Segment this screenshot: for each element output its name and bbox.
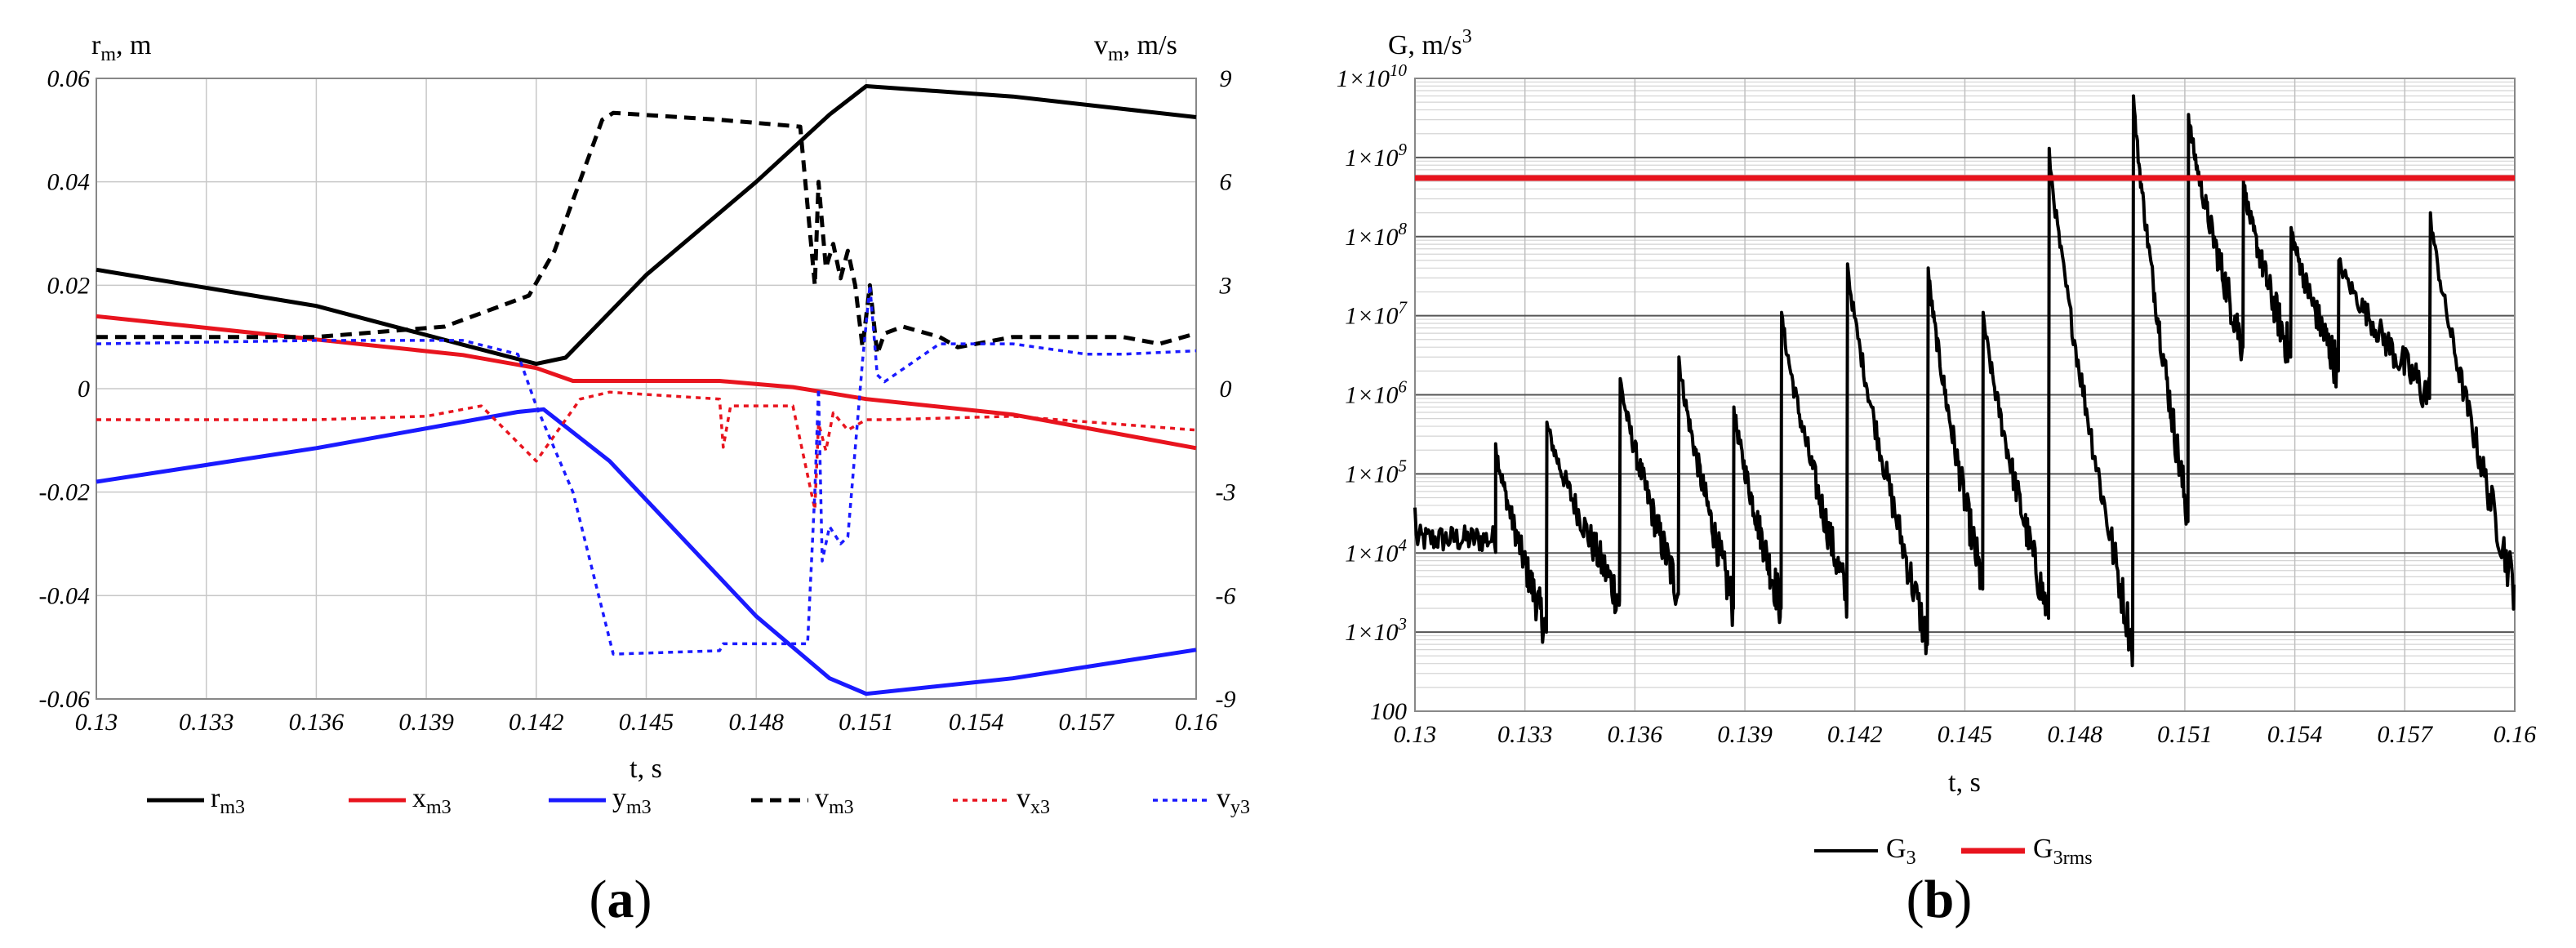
chart-a-y-right-tick-label: 3 — [1219, 272, 1232, 299]
chart-a-y-left-tick-label: 0.06 — [47, 65, 91, 92]
chart-b-x-tick-label: 0.139 — [1717, 721, 1773, 748]
chart-a-panel-label: (a) — [589, 870, 652, 929]
chart-a-x-tick-label: 0.16 — [1175, 709, 1218, 736]
chart-b: 0.13 0.133 0.136 0.139 0.142 0.145 0.148 0.151 0… — [1337, 26, 2537, 929]
chart-a-x-tick-label: 0.145 — [619, 709, 674, 736]
chart-a-x-tick-label: 0.139 — [398, 709, 454, 736]
chart-b-panel-label: (b) — [1906, 870, 1973, 929]
chart-b-grid — [1414, 78, 2516, 712]
chart-a-legend-label: vm3 — [815, 783, 854, 818]
chart-a-series-vy3 — [96, 283, 1197, 656]
chart-a-plot-frame — [96, 78, 1197, 700]
chart-b-series — [1413, 94, 2516, 668]
chart-b-legend-label: G3rms — [2033, 834, 2093, 869]
chart-b-y-tick-label: 1×1010 — [1337, 60, 1408, 92]
chart-a-x-tick-label: 0.148 — [728, 709, 784, 736]
chart-a-y-left-tick-label: 0.04 — [47, 169, 91, 196]
chart-b-x-tick-label: 0.16 — [2494, 721, 2537, 748]
chart-b-x-axis-label: t, s — [1948, 768, 1981, 798]
chart-a-x-tick-label: 0.142 — [509, 709, 564, 736]
chart-b-series-G3 — [1413, 94, 2516, 668]
chart-b-x-tick-label: 0.13 — [1394, 721, 1437, 748]
chart-a-x-tick-label: 0.151 — [839, 709, 894, 736]
chart-a-legend: rm3 xm3 ym3 vm3 vx3 vy3 — [147, 783, 1250, 818]
chart-a: 0.13 0.133 0.136 0.139 0.142 0.145 0.148 0.151 0… — [39, 30, 1251, 929]
chart-a-y-left-tick-label: -0.06 — [39, 686, 91, 713]
chart-b-x-tick-label: 0.151 — [2157, 721, 2213, 748]
chart-b-y-tick-label: 1×105 — [1345, 456, 1407, 487]
chart-a-legend-label: xm3 — [412, 783, 452, 818]
chart-a-x-ticks: 0.13 0.133 0.136 0.139 0.142 0.145 0.148 0.151 0… — [75, 709, 1218, 736]
chart-a-y-right-tick-label: 9 — [1220, 65, 1232, 92]
chart-b-y-tick-label: 1×109 — [1345, 140, 1407, 171]
chart-a-x-tick-label: 0.136 — [289, 709, 345, 736]
chart-a-legend-label: rm3 — [211, 783, 245, 818]
chart-b-x-tick-label: 0.133 — [1497, 721, 1553, 748]
chart-a-y-right-tick-label: -6 — [1216, 582, 1236, 609]
chart-a-y-right-tick-label: -9 — [1216, 686, 1236, 713]
chart-a-legend-item-vx3: vx3 — [953, 783, 1050, 818]
chart-a-y-left-tick-label: -0.04 — [39, 582, 91, 609]
chart-b-plot-frame — [1414, 78, 2516, 712]
chart-b-y-tick-label: 100 — [1370, 698, 1407, 725]
chart-b-x-ticks: 0.13 0.133 0.136 0.139 0.142 0.145 0.148 0.151 0… — [1394, 721, 2537, 748]
chart-b-legend-label: G3 — [1886, 834, 1916, 869]
chart-a-legend-item-xm3: xm3 — [349, 783, 452, 818]
chart-b-x-tick-label: 0.154 — [2267, 721, 2323, 748]
chart-a-y-right-ticks: 9 6 3 0 -3 -6 -9 — [1216, 65, 1236, 713]
chart-a-y-left-tick-label: 0 — [78, 376, 90, 403]
chart-a-left-axis-label: rm, m — [91, 30, 151, 65]
chart-b-legend-item-G3rms: G3rms — [1961, 834, 2093, 869]
chart-b-y-ticks: 100 1×103 1×104 1×105 1×106 1×107 1×108 1×109 1×… — [1337, 60, 1408, 725]
chart-b-x-tick-label: 0.157 — [2378, 721, 2435, 748]
chart-a-series-vm3 — [96, 110, 1197, 357]
chart-a-y-left-tick-label: 0.02 — [47, 272, 91, 299]
chart-a-y-left-ticks: 0.06 0.04 0.02 0 -0.02 -0.04 -0.06 — [39, 65, 91, 713]
chart-a-y-right-tick-label: 6 — [1220, 169, 1232, 196]
chart-b-y-tick-label: 1×104 — [1345, 535, 1407, 567]
chart-a-legend-item-vy3: vy3 — [1153, 783, 1250, 818]
chart-a-x-tick-label: 0.133 — [179, 709, 234, 736]
chart-a-legend-label: ym3 — [612, 783, 652, 818]
chart-a-y-right-tick-label: 0 — [1220, 376, 1232, 403]
chart-a-right-axis-label: vm, m/s — [1094, 30, 1177, 65]
chart-b-legend-item-G3: G3 — [1814, 834, 1916, 869]
chart-a-y-left-tick-label: -0.02 — [39, 479, 91, 506]
chart-a-series-rm3 — [96, 84, 1197, 367]
chart-a-legend-label: vx3 — [1017, 783, 1050, 818]
chart-a-legend-item-rm3: rm3 — [147, 783, 245, 818]
chart-a-series-xm3 — [96, 314, 1197, 451]
chart-a-x-tick-label: 0.154 — [949, 709, 1004, 736]
chart-b-y-tick-label: 1×108 — [1345, 219, 1407, 251]
chart-a-x-tick-label: 0.13 — [75, 709, 118, 736]
chart-a-y-right-tick-label: -3 — [1216, 479, 1236, 506]
chart-b-x-tick-label: 0.136 — [1608, 721, 1663, 748]
chart-a-x-axis-label: t, s — [630, 754, 662, 784]
chart-b-y-tick-label: 1×106 — [1345, 377, 1407, 409]
chart-b-x-tick-label: 0.148 — [2047, 721, 2102, 748]
chart-a-legend-item-vm3: vm3 — [751, 783, 854, 818]
chart-b-y-tick-label: 1×103 — [1345, 614, 1407, 646]
chart-a-legend-item-ym3: ym3 — [549, 783, 652, 818]
chart-b-x-tick-label: 0.145 — [1938, 721, 1993, 748]
chart-a-legend-label: vy3 — [1217, 783, 1250, 818]
chart-b-y-axis-label: G, m/s3 — [1388, 26, 1472, 60]
chart-a-x-tick-label: 0.157 — [1059, 709, 1116, 736]
chart-b-legend: G3 G3rms — [1814, 834, 2093, 869]
chart-b-x-tick-label: 0.142 — [1827, 721, 1883, 748]
chart-a-series — [96, 84, 1197, 697]
chart-b-y-tick-label: 1×107 — [1345, 298, 1408, 330]
chart-a-series-ym3 — [96, 407, 1197, 697]
chart-a-grid — [96, 78, 1197, 700]
